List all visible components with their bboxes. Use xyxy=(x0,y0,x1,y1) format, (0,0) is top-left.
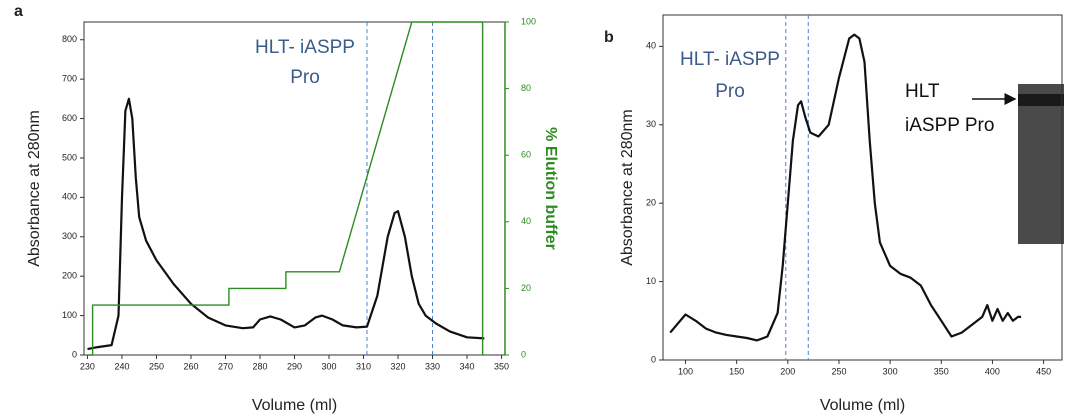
y2-tick-label: 100 xyxy=(521,16,536,26)
y2-tick-label: 60 xyxy=(521,150,531,160)
y-tick-label: 400 xyxy=(62,192,77,202)
x-tick-label: 290 xyxy=(287,361,302,371)
y-tick-label: 0 xyxy=(72,349,77,359)
y2-tick-label: 20 xyxy=(521,283,531,293)
y-tick-label: 200 xyxy=(62,271,77,281)
x-tick-label: 230 xyxy=(80,361,95,371)
y-axis-label: Absorbance at 280nm xyxy=(619,109,636,266)
x-tick-label: 150 xyxy=(729,366,744,376)
gel-image xyxy=(1018,84,1064,244)
y-tick-label: 300 xyxy=(62,231,77,241)
y-tick-label: 800 xyxy=(62,34,77,44)
annotation: HLT- iASPP xyxy=(680,49,780,70)
x-tick-label: 300 xyxy=(883,366,898,376)
y-tick-label: 500 xyxy=(62,152,77,162)
data-line xyxy=(87,97,485,351)
annotation: HLT xyxy=(905,81,940,102)
gel-band xyxy=(1018,94,1064,106)
x-tick-label: 350 xyxy=(934,366,949,376)
y2-tick-label: 80 xyxy=(521,83,531,93)
annotation: iASPP Pro xyxy=(905,115,994,136)
panel-label: b xyxy=(604,29,614,46)
y-tick-label: 30 xyxy=(646,119,656,129)
x-tick-label: 350 xyxy=(494,361,509,371)
annotation: HLT- iASPP xyxy=(255,37,355,58)
data-line xyxy=(669,33,1022,342)
x-axis-label: Volume (ml) xyxy=(252,397,337,414)
x-tick-label: 320 xyxy=(391,361,406,371)
annotation: Pro xyxy=(715,81,745,102)
y-tick-label: 40 xyxy=(646,41,656,51)
y2-axis-label: % Elution buffer xyxy=(542,127,559,250)
x-tick-label: 100 xyxy=(678,366,693,376)
x-tick-label: 280 xyxy=(252,361,267,371)
y2-tick-label: 0 xyxy=(521,349,526,359)
y-tick-label: 600 xyxy=(62,113,77,123)
y-tick-label: 10 xyxy=(646,276,656,286)
data-line xyxy=(87,21,484,356)
x-tick-label: 200 xyxy=(780,366,795,376)
y-tick-label: 700 xyxy=(62,74,77,84)
x-tick-label: 330 xyxy=(425,361,440,371)
x-tick-label: 250 xyxy=(149,361,164,371)
x-tick-label: 260 xyxy=(183,361,198,371)
x-tick-label: 340 xyxy=(460,361,475,371)
x-tick-label: 270 xyxy=(218,361,233,371)
y-axis-label: Absorbance at 280nm xyxy=(26,110,43,267)
plot-frame xyxy=(662,14,1063,361)
x-axis-label: Volume (ml) xyxy=(820,397,905,414)
y-tick-label: 0 xyxy=(651,354,656,364)
y2-tick-label: 40 xyxy=(521,216,531,226)
y-tick-label: 100 xyxy=(62,310,77,320)
panel-label: a xyxy=(14,3,23,20)
x-tick-label: 240 xyxy=(114,361,129,371)
annotation: Pro xyxy=(290,67,320,88)
x-tick-label: 310 xyxy=(356,361,371,371)
x-tick-label: 300 xyxy=(321,361,336,371)
x-tick-label: 250 xyxy=(831,366,846,376)
x-tick-label: 450 xyxy=(1036,366,1051,376)
y-tick-label: 20 xyxy=(646,198,656,208)
x-tick-label: 400 xyxy=(985,366,1000,376)
